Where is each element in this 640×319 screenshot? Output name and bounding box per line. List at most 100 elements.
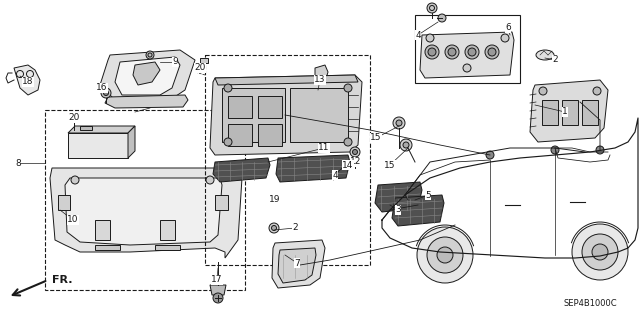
Polygon shape — [542, 100, 558, 125]
Circle shape — [344, 138, 352, 146]
Circle shape — [539, 87, 547, 95]
Polygon shape — [290, 88, 348, 142]
Circle shape — [224, 84, 232, 92]
Polygon shape — [133, 62, 160, 85]
Text: 4: 4 — [332, 170, 338, 180]
Polygon shape — [105, 95, 188, 108]
Polygon shape — [215, 75, 358, 85]
Circle shape — [593, 87, 601, 95]
Circle shape — [448, 48, 456, 56]
Polygon shape — [58, 195, 70, 210]
Polygon shape — [315, 65, 328, 85]
Circle shape — [596, 146, 604, 154]
Text: 12: 12 — [350, 158, 362, 167]
Circle shape — [468, 48, 476, 56]
Circle shape — [71, 176, 79, 184]
Circle shape — [582, 234, 618, 270]
Text: 4: 4 — [415, 31, 421, 40]
Circle shape — [501, 34, 509, 42]
Polygon shape — [210, 75, 362, 155]
Text: 10: 10 — [67, 216, 79, 225]
Circle shape — [353, 150, 358, 154]
Polygon shape — [278, 248, 316, 283]
Text: 18: 18 — [22, 78, 34, 86]
Text: FR.: FR. — [52, 275, 72, 285]
Text: 5: 5 — [425, 190, 431, 199]
Text: 13: 13 — [314, 76, 326, 85]
Circle shape — [488, 48, 496, 56]
Polygon shape — [14, 65, 40, 95]
Polygon shape — [100, 50, 195, 100]
Circle shape — [428, 48, 436, 56]
Circle shape — [104, 91, 109, 95]
Polygon shape — [68, 126, 135, 133]
Circle shape — [393, 117, 405, 129]
Text: SEP4B1000C: SEP4B1000C — [563, 299, 617, 308]
Circle shape — [425, 45, 439, 59]
Text: 20: 20 — [68, 114, 80, 122]
Circle shape — [572, 224, 628, 280]
Text: 7: 7 — [294, 258, 300, 268]
Circle shape — [592, 244, 608, 260]
Polygon shape — [115, 57, 180, 95]
Text: 9: 9 — [172, 57, 178, 66]
Circle shape — [146, 51, 154, 59]
Circle shape — [426, 34, 434, 42]
Polygon shape — [50, 168, 242, 258]
Polygon shape — [222, 88, 285, 142]
Text: 2: 2 — [292, 224, 298, 233]
Circle shape — [213, 293, 223, 303]
Text: 8: 8 — [15, 159, 21, 167]
Text: 6: 6 — [505, 24, 511, 33]
Bar — [205, 55, 370, 265]
Circle shape — [400, 139, 412, 151]
Polygon shape — [258, 124, 282, 146]
Polygon shape — [276, 155, 350, 182]
Polygon shape — [65, 178, 222, 245]
Polygon shape — [95, 245, 120, 250]
Text: 15: 15 — [384, 160, 396, 169]
Polygon shape — [375, 182, 422, 212]
Polygon shape — [420, 32, 514, 78]
Text: 1: 1 — [562, 108, 568, 116]
Polygon shape — [68, 133, 128, 158]
Bar — [200, 58, 208, 63]
Circle shape — [396, 120, 402, 126]
Polygon shape — [80, 126, 92, 130]
Polygon shape — [210, 285, 226, 295]
Circle shape — [485, 45, 499, 59]
Circle shape — [403, 142, 409, 148]
Circle shape — [437, 247, 453, 263]
Polygon shape — [228, 124, 252, 146]
Polygon shape — [213, 158, 270, 182]
Circle shape — [224, 138, 232, 146]
Circle shape — [551, 146, 559, 154]
Ellipse shape — [536, 50, 554, 60]
Polygon shape — [530, 80, 608, 142]
Circle shape — [101, 88, 111, 98]
Polygon shape — [228, 96, 252, 118]
Text: 14: 14 — [342, 160, 354, 169]
Circle shape — [465, 45, 479, 59]
Circle shape — [269, 223, 279, 233]
Text: 20: 20 — [195, 63, 205, 72]
Circle shape — [427, 3, 437, 13]
Text: 11: 11 — [318, 144, 330, 152]
Polygon shape — [128, 126, 135, 158]
Polygon shape — [272, 240, 325, 288]
Polygon shape — [562, 100, 578, 125]
Bar — [45, 110, 245, 290]
Bar — [415, 15, 520, 83]
Bar — [70, 113, 78, 119]
Polygon shape — [215, 195, 228, 210]
Text: 15: 15 — [371, 133, 381, 143]
Polygon shape — [95, 220, 110, 240]
Polygon shape — [155, 245, 180, 250]
Polygon shape — [392, 195, 444, 226]
Text: 17: 17 — [211, 276, 223, 285]
Text: 2: 2 — [552, 56, 558, 64]
Circle shape — [350, 147, 360, 157]
Polygon shape — [258, 96, 282, 118]
Polygon shape — [582, 100, 598, 125]
Circle shape — [271, 226, 276, 231]
